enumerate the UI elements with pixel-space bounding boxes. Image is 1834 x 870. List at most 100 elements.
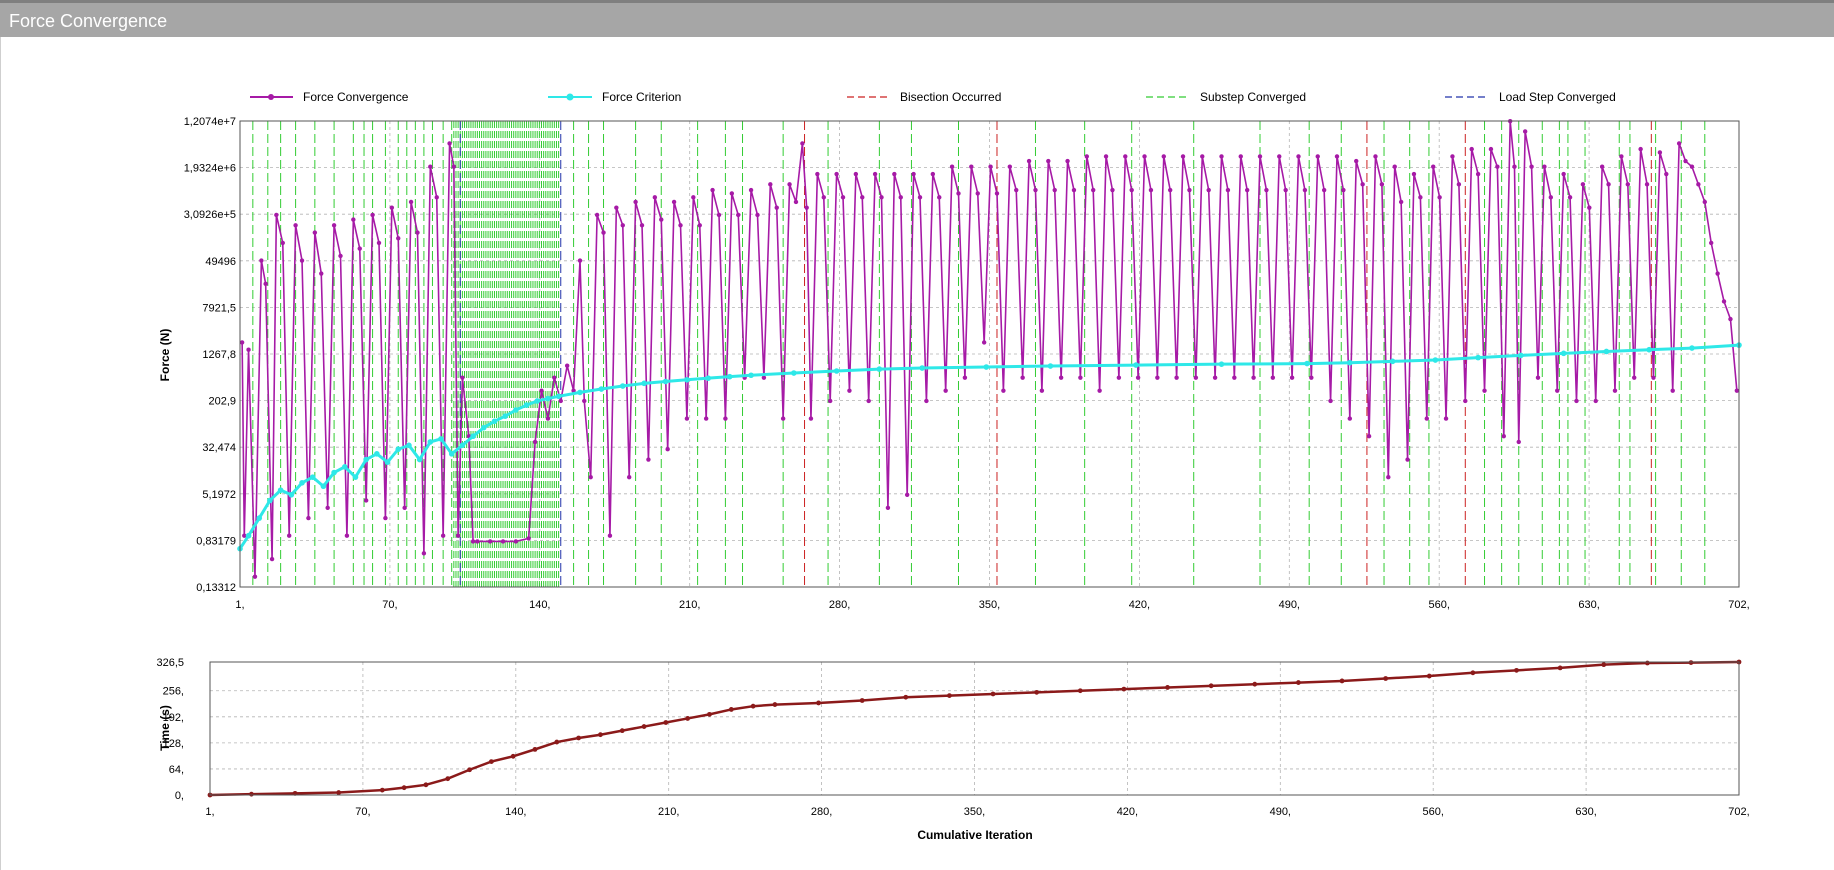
force-convergence-point [1283,187,1288,193]
force-criterion-point [470,433,476,440]
force-convergence-point [768,182,773,187]
force-y-tick-label: 3,0926e+5 [184,209,236,221]
time-y-tick-label: 256, [163,686,184,698]
force-convergence-point [1161,154,1166,159]
force-convergence-point [904,492,910,497]
force-convergence-point [532,439,538,445]
force-convergence-point [780,416,786,421]
force-convergence-point [1676,141,1682,146]
force-convergence-point [981,340,987,345]
force-convergence-point [601,230,606,235]
force-convergence-point [691,195,696,200]
force-convergence-point [1683,158,1688,164]
time-point [1296,680,1301,685]
force-convergence-point [1193,375,1199,380]
force-criterion-point [1218,361,1225,367]
force-x-tick-label: 140, [529,599,550,611]
force-convergence-point [1328,398,1333,404]
force-convergence-point [1296,154,1301,159]
force-x-tick-label: 560, [1428,599,1449,611]
force-convergence-point [988,164,993,169]
force-criterion-point [309,474,316,480]
force-convergence-point [1606,182,1611,187]
force-convergence-point [1187,187,1192,193]
time-point [772,702,778,707]
time-point [401,785,407,791]
force-convergence-point [252,574,258,579]
force-convergence-point [729,191,735,196]
force-criterion-point [1603,348,1610,355]
force-convergence-point [723,416,728,421]
force-convergence-point [808,416,814,421]
force-convergence-point [552,375,557,380]
force-convergence-point [1110,187,1115,193]
force-convergence-point [1599,164,1605,169]
force-convergence-point [652,195,658,200]
force-convergence-point [821,195,826,200]
force-convergence-point [872,171,878,177]
time-point [1557,665,1563,671]
force-convergence-point [804,205,809,210]
force-convergence-point [325,505,330,510]
legend-item-substep[interactable]: Substep Converged [1146,90,1306,104]
force-convergence-point [1548,195,1554,200]
force-convergence-point [1670,388,1675,393]
legend-item-force[interactable]: Force Convergence [250,90,409,104]
force-convergence-point [885,505,891,510]
force-convergence-point [242,533,247,538]
time-point [1121,686,1127,692]
force-convergence-point [280,240,285,246]
force-convergence-point [1463,398,1468,404]
force-convergence-point [1334,154,1340,159]
time-point [1339,678,1345,684]
force-convergence-point [1354,158,1359,164]
force-convergence-point [383,515,388,521]
force-convergence-point [860,195,865,200]
legend-item-criterion[interactable]: Force Criterion [548,90,681,104]
time-y-tick-label: 326,5 [156,657,184,669]
time-point [1252,681,1258,687]
force-criterion-point [1432,357,1439,363]
force-convergence-point [815,171,820,177]
time-chart-axes: 326,5 256, 192, 128, 64, 0, 1, 70, 140, 210, 280, 3… [156,657,1749,818]
force-criterion-point [705,375,712,381]
time-point [641,724,647,729]
force-criterion-point [641,380,647,387]
force-criterion-point [427,439,434,445]
force-y-tick-label: 5,1972 [202,489,236,501]
force-criterion-point [1646,346,1652,353]
force-convergence-point [962,375,968,380]
force-convergence-point [571,388,576,393]
force-convergence-point [975,191,980,196]
time-point [685,716,691,721]
force-convergence-point [1456,182,1462,187]
force-convergence-point [1206,187,1211,193]
legend-label-criterion: Force Criterion [602,90,681,104]
force-convergence-point [1200,154,1205,159]
force-convergence-point [408,199,414,205]
force-x-tick-label: 630, [1578,599,1599,611]
force-convergence-point [1167,187,1173,193]
time-y-tick-label: 128, [163,738,184,750]
force-convergence-point [1567,195,1573,200]
force-convergence-point [1431,164,1436,169]
force-convergence-point [1405,457,1410,462]
time-point [728,707,734,712]
force-convergence-point [1321,187,1327,193]
force-convergence-point [389,205,395,210]
force-criterion-point [726,373,733,380]
force-convergence-point [847,388,852,393]
force-criterion-point [1047,363,1054,369]
force-convergence-point [357,246,362,251]
force-convergence-point [1664,171,1669,177]
force-convergence-point [1065,158,1070,164]
legend-item-loadstep[interactable]: Load Step Converged [1445,90,1616,104]
force-criterion-point [406,442,412,449]
force-convergence-point [434,195,439,200]
force-y-tick-label: 49496 [205,256,236,268]
force-convergence-point [736,212,741,218]
force-x-tick-label: 280, [829,599,850,611]
force-convergence-point [892,171,897,177]
legend-item-bisection[interactable]: Bisection Occurred [847,90,1001,104]
